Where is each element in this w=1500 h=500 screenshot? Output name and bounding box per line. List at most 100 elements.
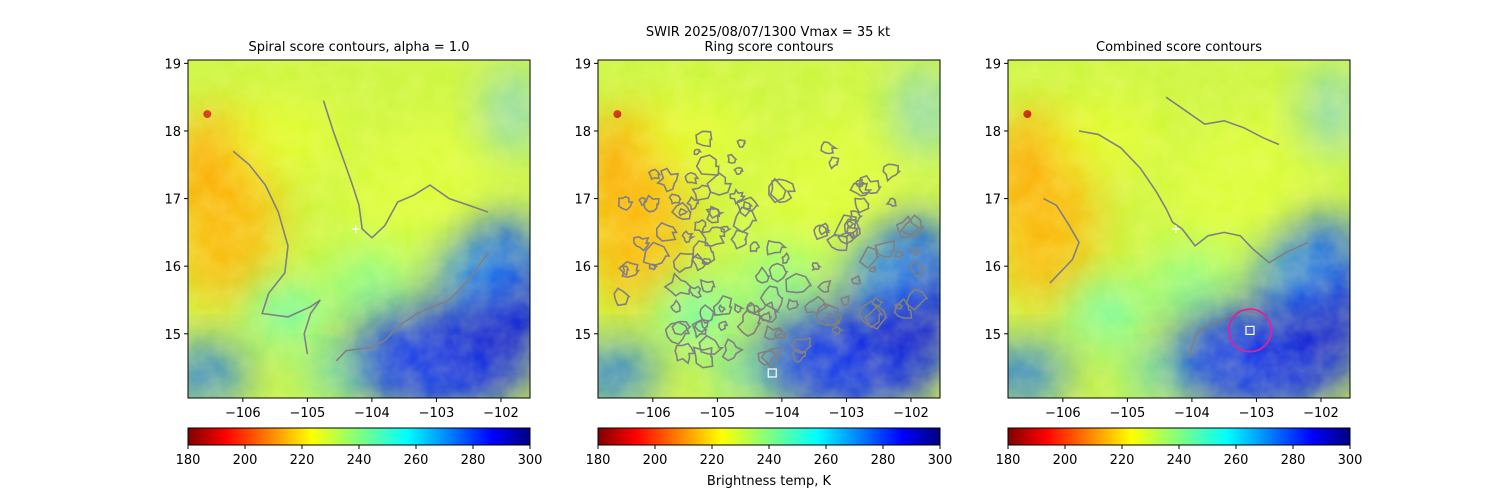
ring-contour-line <box>706 205 721 224</box>
spiral-contour-line <box>322 100 489 239</box>
colorbar-tick-label: 300 <box>928 453 953 468</box>
ring-contour-line <box>730 229 749 250</box>
x-tick-label: −103 <box>829 406 865 421</box>
brightness-image <box>188 60 530 398</box>
ring-contour-line <box>691 184 712 202</box>
y-tick-label: 17 <box>164 193 181 208</box>
ring-contour-line <box>669 298 682 314</box>
ring-contour-line <box>858 245 880 269</box>
colorbar-tick-label: 280 <box>871 453 896 468</box>
ring-contour-line <box>613 287 631 307</box>
ring-contour-line <box>910 260 926 278</box>
colorbar-tick-label: 260 <box>404 453 429 468</box>
colorbar <box>187 427 531 446</box>
ring-contour-line <box>686 195 700 211</box>
colorbar-tick-label: 200 <box>233 453 258 468</box>
colorbar-tick-label: 180 <box>176 453 201 468</box>
best-center-marker <box>1245 325 1255 335</box>
y-tick-label: 17 <box>574 193 591 208</box>
ring-contour-line <box>854 178 865 188</box>
y-tick-label: 15 <box>164 328 181 343</box>
ring-contour-line <box>736 308 762 338</box>
colorbar-tick-label: 300 <box>518 453 543 468</box>
best-center-marker <box>767 368 777 378</box>
y-tick-label: 18 <box>984 125 1001 140</box>
ring-contour-line <box>839 295 850 307</box>
colorbar-tick-label: 280 <box>461 453 486 468</box>
ring-contour-line <box>638 196 648 207</box>
ring-contour-line <box>698 334 725 356</box>
ring-contour-line <box>672 252 695 274</box>
ring-contour-line <box>854 197 870 214</box>
ring-contour-line <box>815 302 843 327</box>
ring-contour-line <box>894 250 905 258</box>
x-tick-label: −104 <box>1174 406 1210 421</box>
ring-contour-line <box>863 305 888 330</box>
x-tick-label: −103 <box>419 406 455 421</box>
ring-contour-line <box>668 193 682 205</box>
ring-contour-line <box>790 337 813 355</box>
ring-contour-line <box>621 260 641 278</box>
combined-contour-line <box>1078 130 1309 264</box>
ring-contour-line <box>727 153 738 164</box>
colorbar <box>597 427 941 446</box>
colorbar-tick-label: 240 <box>347 453 372 468</box>
x-tick-label: −106 <box>635 406 671 421</box>
ring-contour-line <box>617 195 634 212</box>
ring-contour-line <box>693 148 703 156</box>
ring-contour-line <box>647 168 662 181</box>
ring-contour-line <box>691 252 709 272</box>
ring-contour-line <box>781 251 790 264</box>
colorbar-tick-label: 280 <box>1281 453 1306 468</box>
ring-contour-line <box>671 320 693 336</box>
ring-contour-line <box>786 298 800 311</box>
ring-contour-line <box>733 302 745 314</box>
ring-contour-line <box>706 172 733 196</box>
ring-contour-line <box>871 296 885 308</box>
x-tick-label: −103 <box>1239 406 1275 421</box>
ring-contour-line <box>857 300 884 329</box>
ring-contour-line <box>671 201 692 221</box>
ring-contour-line <box>701 257 713 266</box>
ring-contour-line <box>736 139 746 148</box>
y-tick-label: 18 <box>164 125 181 140</box>
x-tick-label: −102 <box>483 406 519 421</box>
ring-contour-line <box>824 312 840 327</box>
colorbar-tick-label: 220 <box>290 453 315 468</box>
ring-contour-line <box>684 171 700 185</box>
ring-contour-line <box>831 326 845 336</box>
x-tick-label: −104 <box>354 406 390 421</box>
colorbar <box>1007 427 1351 446</box>
ring-contour-line <box>749 241 760 253</box>
colorbar-tick-label: 300 <box>1338 453 1363 468</box>
ring-contour-line <box>718 320 729 332</box>
colorbar-label: Brightness temp, K <box>707 474 832 489</box>
colorbar-tick-label: 200 <box>1053 453 1078 468</box>
ring-contour-line <box>909 246 922 257</box>
ring-contour-line <box>712 294 733 317</box>
ring-contour-line <box>803 295 830 316</box>
ring-contour-line <box>721 338 744 362</box>
x-tick-label: −106 <box>1045 406 1081 421</box>
ring-contour-line <box>759 285 784 312</box>
colorbar-tick-label: 180 <box>996 453 1021 468</box>
y-tick-label: 16 <box>164 260 181 275</box>
ring-contour-line <box>742 200 754 210</box>
x-tick-label: −102 <box>893 406 929 421</box>
ring-contour-line <box>769 178 796 204</box>
combined-contour-line <box>1043 197 1080 284</box>
colorbar-tick-label: 200 <box>643 453 668 468</box>
ring-contour-line <box>633 235 651 252</box>
ring-contour-line <box>664 321 691 345</box>
colorbar-tick-label: 260 <box>1224 453 1249 468</box>
panel-3: Combined score contours −106 −105 −104 −103 −… <box>984 40 1363 468</box>
x-tick-label: −105 <box>290 406 326 421</box>
ring-contour-line <box>813 224 831 241</box>
panel-title: Spiral score contours, alpha = 1.0 <box>248 40 469 55</box>
ring-contour-line <box>681 230 696 244</box>
ring-contour-line <box>846 220 856 229</box>
panel-title: Combined score contours <box>1096 40 1262 55</box>
colorbar-tick-label: 220 <box>700 453 725 468</box>
y-tick-label: 19 <box>574 57 591 72</box>
